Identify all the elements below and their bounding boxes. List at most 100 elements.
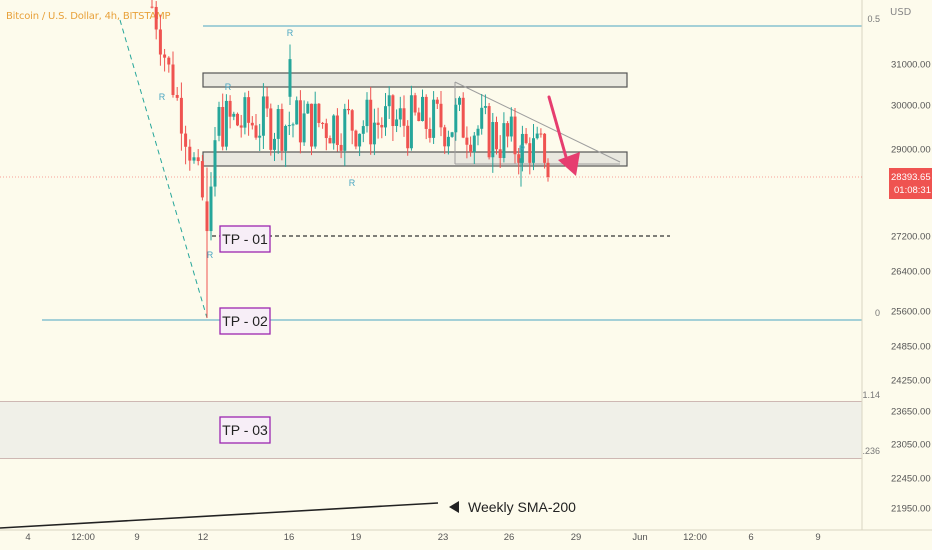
candle-body [221,106,225,147]
candle-body [287,125,291,127]
candle-body [273,138,276,150]
candle-body [380,124,384,128]
candle-body [261,96,265,136]
candle-body [402,108,406,126]
candle-body [306,103,310,114]
candle-body [236,113,239,126]
tp-box [219,225,271,253]
candle-body [428,128,432,138]
candle-body [317,103,321,123]
candle-body [513,116,517,155]
triangle-upper [454,81,621,163]
x-tick-label: 12:00 [683,532,707,543]
reversal-marker: R [225,82,232,92]
candle-body [498,149,502,159]
candle-body [446,136,450,147]
y-tick-label: 30000.00 [891,101,931,112]
x-tick-label: Jun [632,532,647,543]
x-tick-label: 9 [815,532,820,543]
candle-body [313,103,317,147]
y-tick-label: 27200.00 [891,232,931,243]
candle-body [421,96,424,122]
candle-body [435,99,439,104]
candle-body [154,6,158,30]
candle-body [175,94,179,98]
x-tick-label: 19 [351,532,362,543]
candle-body [424,96,428,129]
candle-body [495,122,498,150]
x-tick-label: 6 [748,532,753,543]
candle-body [284,125,288,151]
candle-body [539,133,543,135]
candle-body [502,123,506,159]
candle-body [376,122,380,125]
tp-label: TP - 01 [222,231,268,247]
candle-body [254,125,258,138]
candle-body [291,124,295,126]
tp-label: TP - 03 [222,422,268,438]
y-tick-label: 21950.00 [891,504,931,515]
current-price-badge [889,168,932,199]
y-tick-label: 24250.00 [891,376,931,387]
candle-body [358,133,362,147]
candle-body [391,95,395,127]
y-tick-label: 22450.00 [891,474,931,485]
candle-body [487,106,491,158]
candle-body [310,103,313,147]
candle-body [491,122,495,158]
candle-body [506,123,510,137]
candle-body [163,54,167,58]
candle-body [192,157,196,161]
candle-body [276,109,280,139]
candle-body [517,154,521,163]
x-tick-label: 12:00 [71,532,95,543]
candle-body [228,100,232,117]
candle-body [520,133,524,163]
candle-body [354,130,358,147]
candle-body [469,144,473,153]
candle-body [288,59,292,97]
candle-body [369,99,373,145]
candle-body [224,100,228,147]
y-tick-label: 24850.00 [891,342,931,353]
trendline-drop [119,19,208,319]
x-tick-label: 16 [284,532,295,543]
y-tick-label: 23050.00 [891,440,931,451]
candle-body [150,6,154,8]
candle-body [158,29,162,55]
candle-body [332,115,336,144]
x-tick-label: 4 [25,532,30,543]
candle-body [269,108,273,150]
candle-body [200,161,204,198]
candle-body [188,146,192,161]
candle-body [205,201,209,232]
candle-body [535,133,539,139]
tp-label: TP - 02 [222,313,268,329]
candle-body [387,95,391,107]
candle-body [406,125,410,149]
candle-body [335,115,339,145]
candle-body [409,95,413,149]
candle-body [321,122,325,124]
fib-level-label: 1.236 [857,446,880,456]
candle-body [298,100,302,143]
x-tick-label: 29 [571,532,582,543]
candle-body [347,108,350,111]
x-tick-label: 9 [134,532,139,543]
candle-body [217,106,221,136]
y-tick-label: 25600.00 [891,307,931,318]
candle-body [413,95,417,113]
y-tick-label: 26400.00 [891,267,931,278]
candle-body [543,133,547,163]
down-arrow-head [558,152,580,176]
candle-body [365,99,369,127]
fib-level-label: 0 [875,308,880,318]
y-tick-label: 31000.00 [891,60,931,71]
candle-body [443,127,447,147]
candle-body [458,97,461,105]
candle-body [480,107,484,129]
candle-body [167,57,171,65]
fib-level-label: 1.14 [862,390,880,400]
candle-body [361,126,365,134]
